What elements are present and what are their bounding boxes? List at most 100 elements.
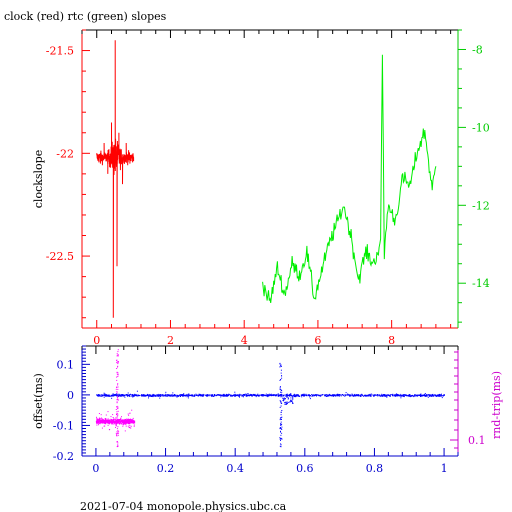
- offset-point: [280, 364, 282, 366]
- offset-point: [409, 394, 411, 396]
- offset-point: [344, 395, 346, 397]
- offset-point: [144, 395, 146, 397]
- offset-point: [320, 395, 322, 397]
- offset-point: [340, 395, 342, 397]
- offset-point: [342, 395, 344, 397]
- bottom-x-tick-label: 0.8: [366, 462, 384, 475]
- offset-point: [102, 395, 103, 397]
- offset-point: [225, 394, 227, 396]
- offset-point: [325, 394, 327, 396]
- round-trip-point: [120, 422, 121, 424]
- offset-point: [400, 393, 402, 395]
- offset-point: [131, 394, 133, 396]
- round-trip-point: [98, 417, 100, 419]
- offset-point: [283, 397, 285, 399]
- offset-point: [227, 395, 229, 397]
- offset-point: [202, 393, 204, 395]
- offset-point: [283, 394, 285, 396]
- offset-point: [116, 394, 118, 395]
- offset-point: [388, 394, 390, 396]
- offset-point: [357, 394, 359, 396]
- offset-point: [424, 393, 426, 394]
- offset-point: [338, 395, 340, 397]
- offset-point: [420, 395, 422, 397]
- round-trip-point: [100, 414, 102, 416]
- offset-point: [430, 394, 432, 396]
- offset-point: [394, 395, 396, 397]
- top-left-y-tick-label: -22.5: [46, 250, 74, 263]
- offset-point: [346, 394, 347, 396]
- offset-point: [224, 394, 226, 396]
- round-trip-point: [115, 423, 117, 425]
- offset-point: [177, 395, 179, 397]
- round-trip-point: [115, 409, 117, 410]
- offset-point: [100, 395, 102, 397]
- offset-point: [155, 395, 157, 397]
- offset-point: [280, 411, 282, 413]
- offset-point: [171, 395, 173, 397]
- offset-point: [111, 395, 113, 397]
- offset-point: [353, 395, 355, 397]
- round-trip-point: [124, 423, 126, 425]
- offset-point: [194, 394, 196, 396]
- offset-point: [279, 445, 281, 447]
- round-trip-point: [116, 359, 118, 361]
- round-trip-point: [116, 391, 118, 393]
- offset-point: [370, 395, 372, 397]
- offset-point: [279, 379, 281, 381]
- offset-point: [426, 395, 428, 397]
- round-trip-point: [125, 420, 127, 421]
- round-trip-point: [132, 417, 134, 419]
- offset-point: [280, 439, 281, 441]
- offset-point: [242, 394, 244, 396]
- offset-point: [174, 394, 176, 396]
- offset-point: [280, 446, 282, 448]
- offset-point: [278, 395, 280, 397]
- offset-point: [114, 394, 116, 396]
- offset-point: [212, 395, 213, 397]
- offset-point: [187, 395, 189, 397]
- offset-point: [318, 395, 320, 397]
- round-trip-point: [104, 420, 106, 422]
- round-trip-point: [131, 409, 133, 411]
- offset-point: [235, 395, 236, 397]
- round-trip-point: [117, 413, 119, 415]
- round-trip-point: [126, 422, 128, 423]
- bottom-right-y-tick-label: 0.1: [468, 434, 486, 447]
- offset-point: [272, 394, 274, 395]
- offset-point: [232, 394, 234, 396]
- offset-point: [401, 394, 403, 396]
- round-trip-point: [117, 434, 119, 436]
- offset-point: [231, 395, 233, 397]
- offset-point: [309, 398, 311, 400]
- round-trip-point: [113, 419, 115, 421]
- offset-point: [342, 394, 343, 395]
- offset-point: [202, 396, 204, 397]
- offset-point: [109, 395, 111, 397]
- round-trip-point: [116, 374, 118, 376]
- round-trip-point: [106, 420, 108, 422]
- offset-point: [112, 393, 114, 395]
- offset-point: [283, 400, 285, 402]
- offset-point: [396, 395, 398, 397]
- offset-point: [315, 394, 316, 396]
- round-trip-point: [107, 422, 109, 424]
- offset-point: [419, 395, 421, 397]
- round-trip-point: [117, 365, 119, 367]
- round-trip-point: [125, 423, 127, 425]
- offset-point: [400, 395, 402, 397]
- top-right-y-tick-label: -14: [472, 277, 490, 290]
- offset-point: [286, 401, 288, 403]
- round-trip-point: [96, 416, 97, 418]
- round-trip-point: [96, 418, 98, 420]
- round-trip-point: [116, 431, 118, 433]
- offset-point: [313, 394, 315, 396]
- round-trip-point: [117, 388, 119, 390]
- offset-point: [202, 395, 204, 396]
- round-trip-point: [115, 425, 117, 427]
- offset-point: [345, 392, 347, 394]
- offset-point: [219, 394, 221, 396]
- offset-point: [113, 395, 115, 397]
- round-trip-point: [104, 425, 106, 427]
- round-trip-point: [105, 418, 107, 419]
